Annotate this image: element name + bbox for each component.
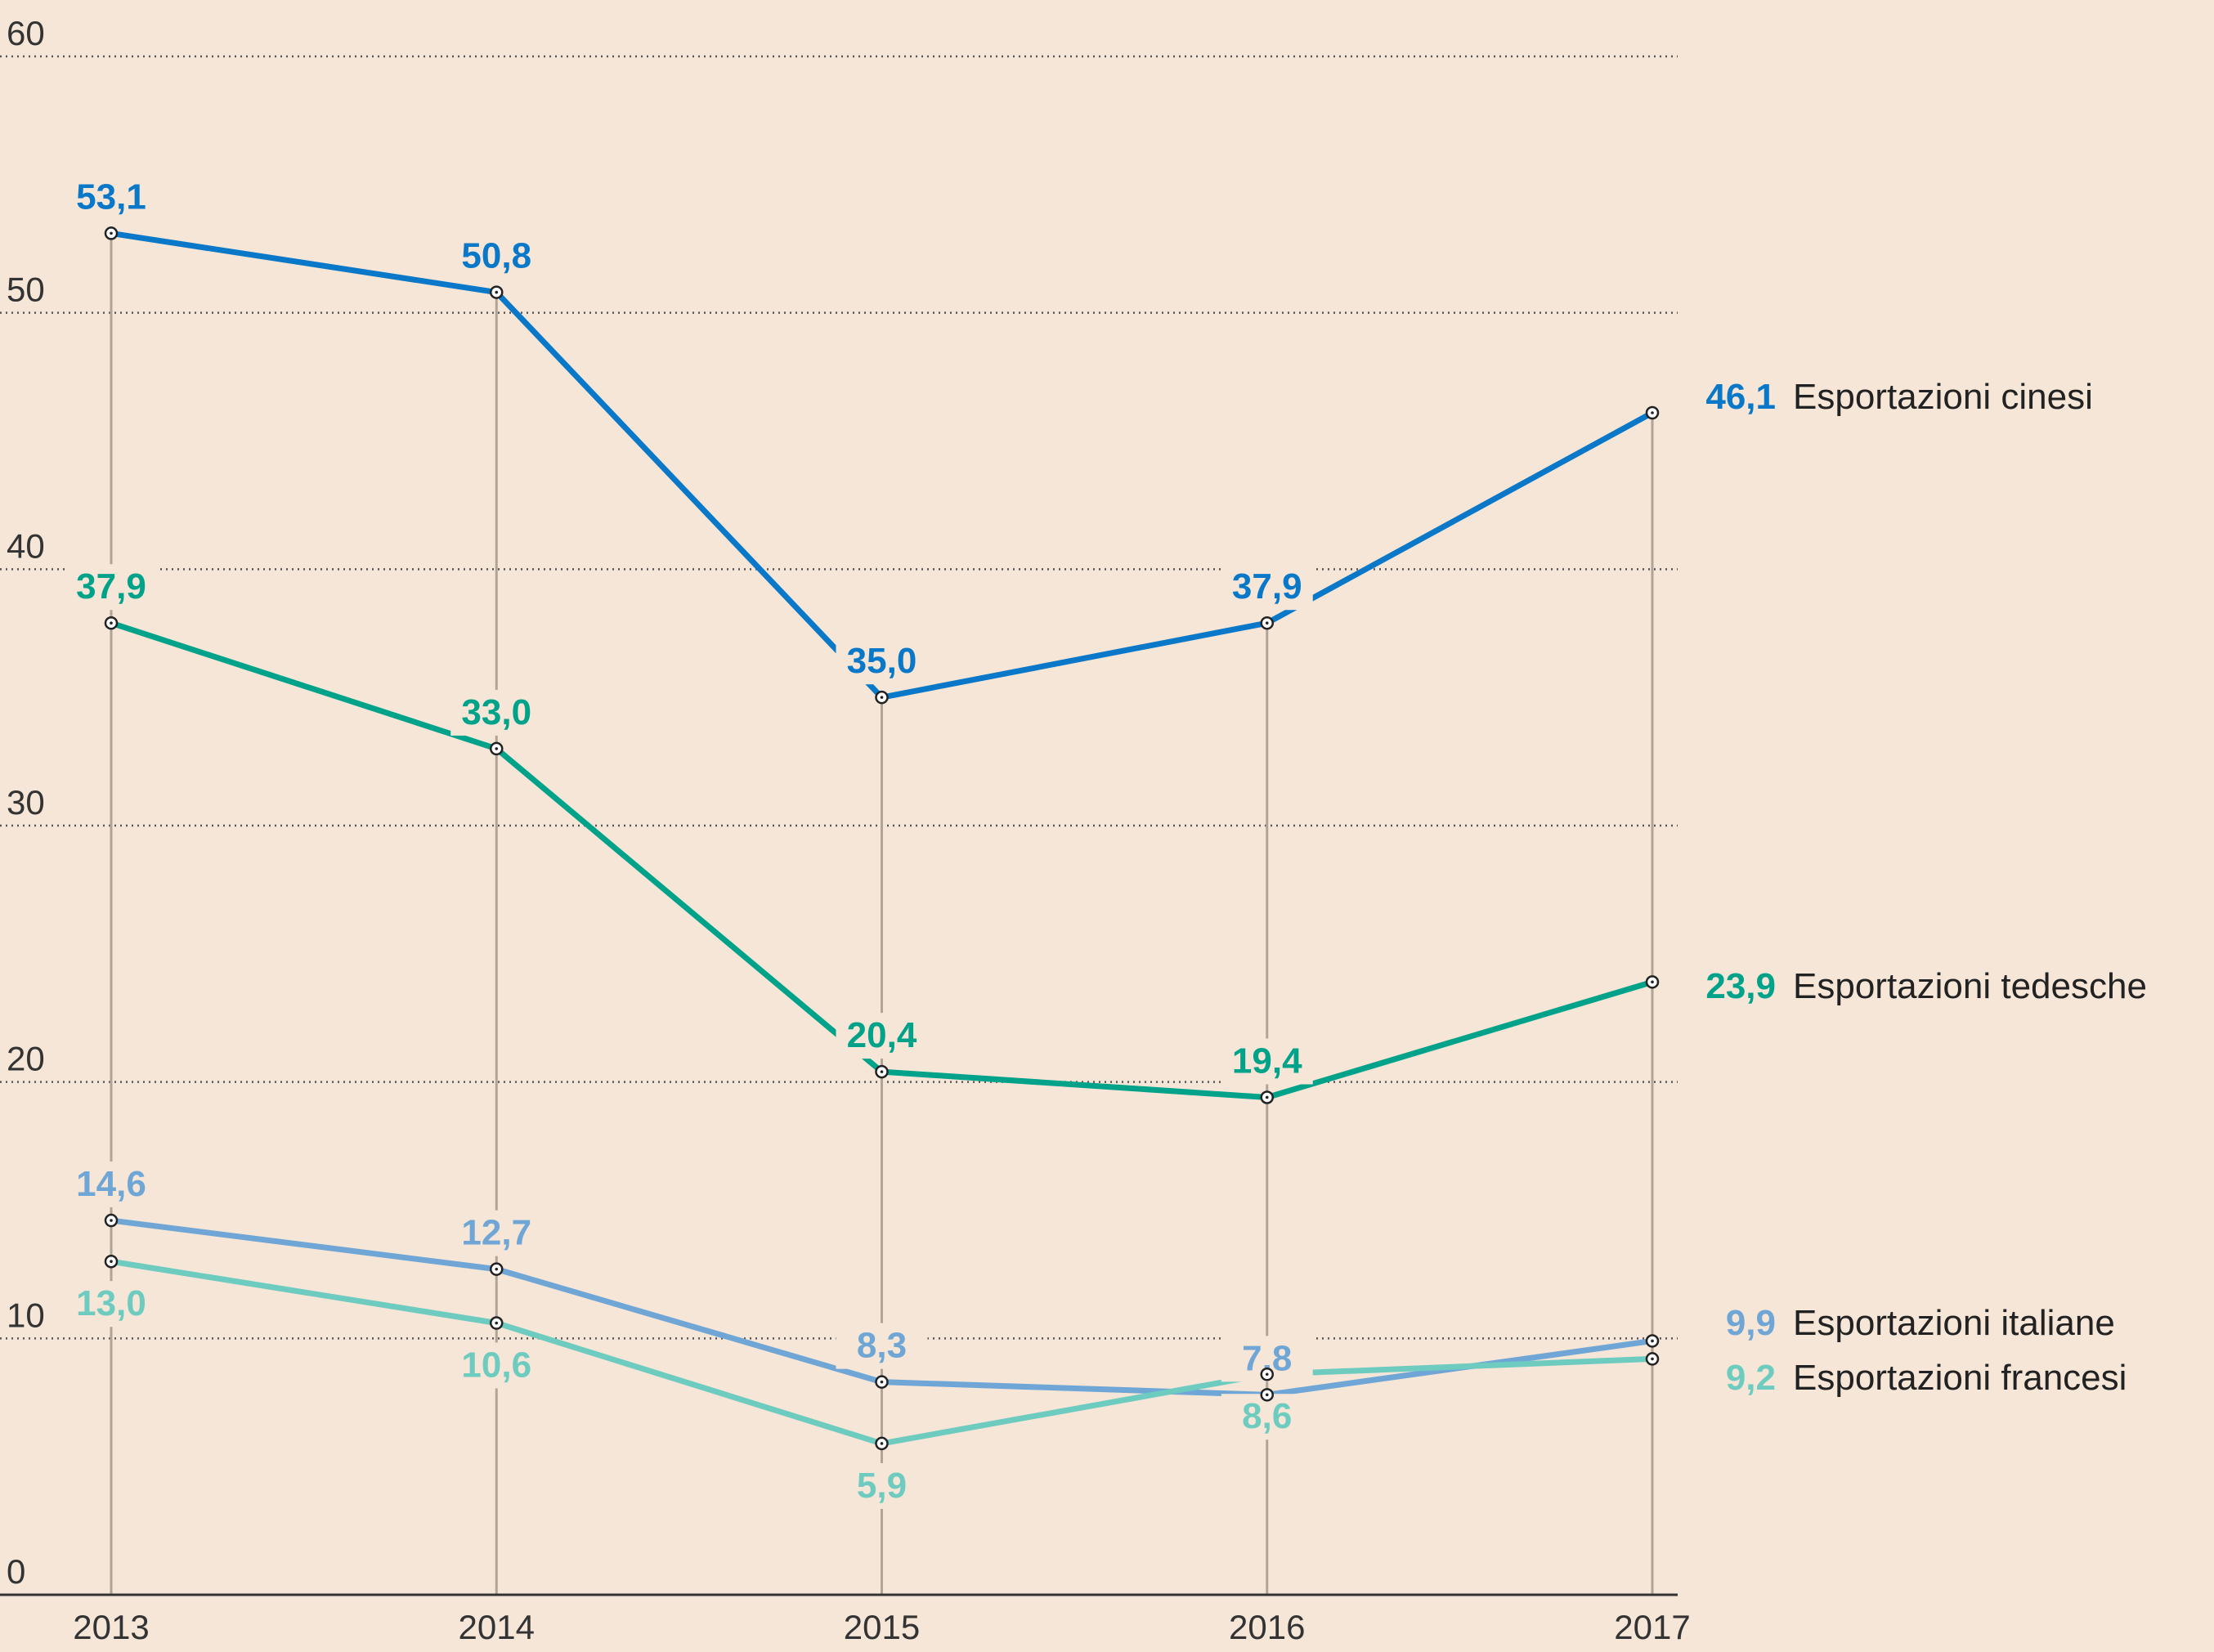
data-label-bg bbox=[450, 689, 543, 736]
y-tick-label: 60 bbox=[7, 14, 45, 52]
data-point-center bbox=[1265, 621, 1269, 625]
data-point-center bbox=[110, 1260, 113, 1264]
data-label-bg bbox=[1221, 1038, 1313, 1085]
data-label-bg bbox=[65, 1281, 157, 1327]
drop-lines bbox=[110, 233, 1654, 1595]
legend-value: 9,9 bbox=[1726, 1303, 1776, 1343]
data-label-bg bbox=[836, 638, 928, 685]
data-label: 10,6 bbox=[461, 1345, 531, 1386]
y-tick-label: 30 bbox=[7, 783, 45, 822]
data-label-bg bbox=[836, 1013, 928, 1059]
data-point-center bbox=[495, 1321, 499, 1325]
series-line-0 bbox=[110, 230, 1654, 701]
data-label: 50,8 bbox=[461, 236, 531, 276]
data-label-bg bbox=[836, 1462, 928, 1509]
data-labels: 53,1 50,8 35,0 37,9 37,9 33,0 20,4 19,4 14,6 12,7… bbox=[65, 174, 1313, 1509]
data-point-center bbox=[1265, 1095, 1269, 1099]
data-label-bg bbox=[836, 1323, 928, 1369]
data-point-center bbox=[110, 621, 113, 625]
x-tick-label: 2016 bbox=[1229, 1608, 1305, 1646]
data-point-center bbox=[880, 696, 884, 699]
data-label: 5,9 bbox=[857, 1466, 907, 1506]
data-point-center bbox=[1265, 1372, 1269, 1377]
data-points bbox=[104, 226, 1660, 1451]
y-tick-label: 50 bbox=[7, 271, 45, 309]
data-point-center bbox=[495, 1267, 499, 1271]
legend-label: Esportazioni cinesi bbox=[1793, 377, 2093, 417]
data-label: 37,9 bbox=[76, 566, 146, 607]
data-point-center bbox=[880, 1070, 884, 1073]
data-point-center bbox=[880, 1442, 884, 1445]
y-tick-label: 10 bbox=[7, 1296, 45, 1334]
data-label-bg bbox=[450, 1342, 543, 1389]
data-point-center bbox=[495, 747, 499, 750]
data-label: 37,9 bbox=[1232, 566, 1302, 607]
legend-label: Esportazioni francesi bbox=[1793, 1358, 2127, 1398]
x-tick-label: 2013 bbox=[73, 1608, 149, 1646]
data-label-bg bbox=[65, 174, 157, 221]
data-label: 8,3 bbox=[857, 1326, 907, 1366]
data-label: 12,7 bbox=[461, 1213, 531, 1253]
data-label: 19,4 bbox=[1232, 1041, 1302, 1081]
legend-value: 9,2 bbox=[1726, 1358, 1776, 1398]
data-point-center bbox=[1651, 980, 1654, 984]
data-point-center bbox=[1265, 1393, 1269, 1397]
x-tick-label: 2014 bbox=[459, 1608, 535, 1646]
data-point-center bbox=[495, 290, 499, 294]
data-label-bg bbox=[65, 564, 157, 611]
y-tick-label: 40 bbox=[7, 526, 45, 565]
x-tick-label: 2017 bbox=[1614, 1608, 1690, 1646]
data-point-center bbox=[110, 231, 113, 235]
x-tick-label: 2015 bbox=[844, 1608, 920, 1646]
data-point-center bbox=[1651, 1357, 1654, 1361]
legend-value: 46,1 bbox=[1705, 377, 1776, 417]
data-label: 14,6 bbox=[76, 1164, 146, 1204]
gridlines: 0 10 20 30 40 50 60 bbox=[0, 14, 1678, 1591]
data-label-bg bbox=[65, 1162, 157, 1208]
legend-label: Esportazioni tedesche bbox=[1793, 966, 2147, 1006]
legend-label: Esportazioni italiane bbox=[1793, 1303, 2115, 1343]
data-label-bg bbox=[1221, 564, 1313, 611]
data-label: 35,0 bbox=[847, 641, 917, 681]
data-label: 33,0 bbox=[461, 692, 531, 732]
data-label: 20,4 bbox=[847, 1015, 917, 1055]
y-tick-label: 20 bbox=[7, 1040, 45, 1078]
legend-value: 23,9 bbox=[1705, 966, 1776, 1006]
y-tick-label: 0 bbox=[7, 1552, 25, 1591]
data-point-center bbox=[1651, 411, 1654, 414]
data-point-center bbox=[1651, 1339, 1654, 1343]
data-label-bg bbox=[450, 233, 543, 280]
data-label: 13,0 bbox=[76, 1283, 146, 1323]
data-label: 53,1 bbox=[76, 177, 146, 217]
data-label: 8,6 bbox=[1242, 1396, 1292, 1436]
data-point-center bbox=[110, 1219, 113, 1222]
data-point-center bbox=[880, 1380, 884, 1384]
data-label-bg bbox=[450, 1210, 543, 1256]
